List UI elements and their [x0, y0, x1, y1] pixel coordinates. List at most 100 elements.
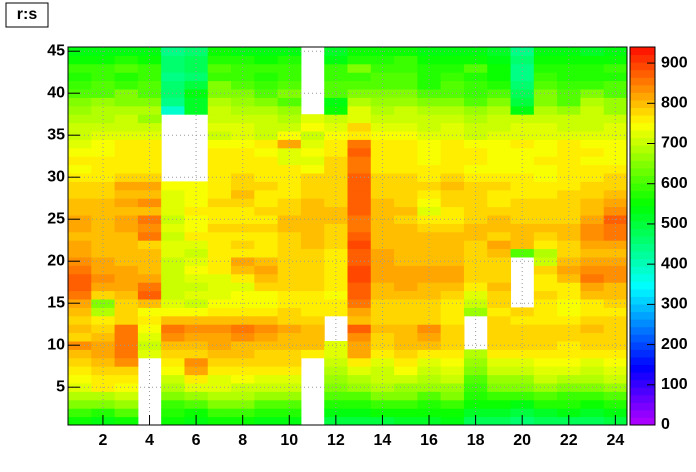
- cell: [207, 139, 232, 149]
- cell: [394, 332, 418, 342]
- cell: [440, 366, 465, 376]
- cell: [300, 231, 325, 241]
- cell: [231, 114, 255, 124]
- cell: [533, 164, 558, 174]
- cell: [603, 181, 628, 191]
- cell: [231, 80, 255, 90]
- cell: [463, 80, 488, 90]
- cell: [277, 72, 302, 82]
- cell: [137, 231, 162, 241]
- cell: [68, 248, 92, 258]
- cell: [231, 248, 255, 258]
- x-tick-label: 4: [145, 432, 154, 449]
- cell: [347, 416, 372, 426]
- cell: [254, 206, 279, 216]
- cell: [114, 181, 139, 191]
- cell: [347, 173, 372, 182]
- cell: [324, 240, 348, 250]
- cell: [370, 399, 395, 409]
- cell: [417, 173, 442, 182]
- cell: [557, 366, 581, 376]
- cell: [277, 89, 302, 98]
- cell: [557, 147, 581, 157]
- cell: [254, 139, 279, 149]
- cell: [557, 80, 581, 90]
- cell: [394, 248, 418, 258]
- cell: [91, 399, 116, 409]
- cell: [440, 315, 465, 325]
- cell: [463, 408, 488, 418]
- x-tick-label: 22: [560, 432, 578, 449]
- cell: [161, 332, 185, 342]
- cell: [347, 408, 372, 418]
- cell: [533, 416, 558, 426]
- cell: [161, 189, 185, 199]
- x-tick-label: 24: [606, 432, 624, 449]
- cell: [533, 374, 558, 384]
- cell: [91, 63, 116, 73]
- cell: [347, 206, 372, 216]
- cell: [557, 357, 581, 367]
- cell: [603, 105, 628, 115]
- cell: [137, 240, 162, 250]
- cell: [68, 72, 92, 82]
- colorbar-band: [630, 341, 655, 350]
- cell: [510, 248, 535, 258]
- x-tick-label: 18: [467, 432, 485, 449]
- cell: [370, 198, 395, 208]
- cell: [580, 181, 605, 191]
- cell: [370, 80, 395, 90]
- cell: [533, 223, 558, 233]
- cell: [300, 139, 325, 149]
- cell: [580, 374, 605, 384]
- cell: [207, 89, 232, 98]
- cell: [394, 89, 418, 98]
- cell: [161, 181, 185, 191]
- colorbar-band: [630, 273, 655, 282]
- cell: [347, 332, 372, 342]
- cell: [463, 147, 488, 157]
- colorbar-band: [630, 311, 655, 320]
- cell: [487, 282, 512, 292]
- cell: [347, 181, 372, 191]
- cell: [440, 391, 465, 401]
- cell: [324, 114, 348, 124]
- cell: [137, 341, 162, 350]
- cell: [207, 357, 232, 367]
- cell: [254, 240, 279, 250]
- cell: [231, 408, 255, 418]
- cell: [114, 408, 139, 418]
- cell: [184, 80, 209, 90]
- cell: [68, 198, 92, 208]
- cell: [603, 366, 628, 376]
- cell: [91, 332, 116, 342]
- cell: [394, 399, 418, 409]
- cell: [207, 391, 232, 401]
- cell: [347, 366, 372, 376]
- cell: [207, 290, 232, 300]
- cell: [603, 164, 628, 174]
- cell: [370, 324, 395, 334]
- cell: [440, 349, 465, 359]
- cell: [91, 324, 116, 334]
- cell: [440, 416, 465, 426]
- cell: [137, 72, 162, 82]
- cell: [347, 391, 372, 401]
- cell: [394, 147, 418, 157]
- cell: [254, 223, 279, 233]
- cell: [324, 164, 348, 174]
- colorbar-tick-label: 300: [661, 296, 688, 313]
- cell: [580, 80, 605, 90]
- cell: [207, 189, 232, 199]
- cell: [440, 156, 465, 166]
- cell: [137, 147, 162, 157]
- cell: [580, 349, 605, 359]
- cell: [463, 399, 488, 409]
- cell: [440, 72, 465, 82]
- colorbar-tick-label: 200: [661, 336, 688, 353]
- cell: [440, 408, 465, 418]
- cell: [91, 80, 116, 90]
- colorbar-band: [630, 77, 655, 86]
- cell: [254, 173, 279, 182]
- cell: [161, 265, 185, 275]
